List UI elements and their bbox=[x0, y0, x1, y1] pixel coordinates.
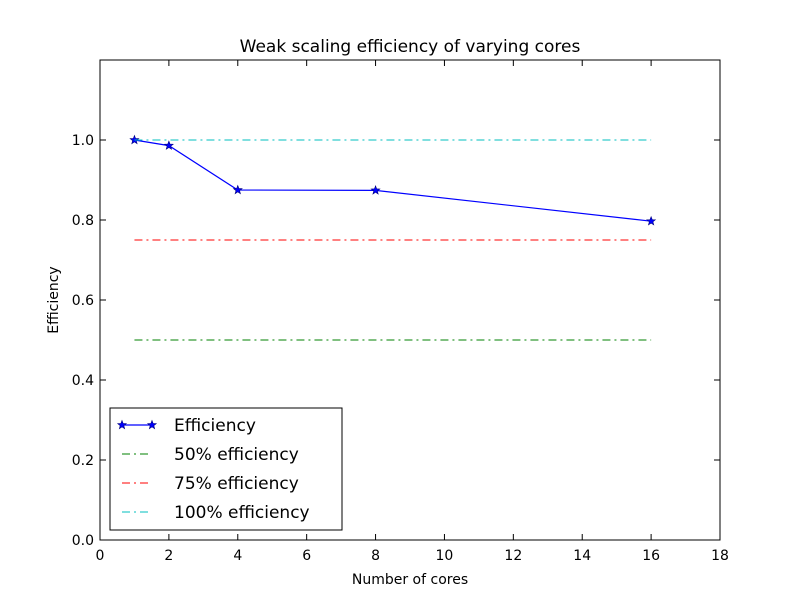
x-tick-label: 6 bbox=[302, 548, 311, 564]
data-point-marker bbox=[163, 140, 174, 150]
x-tick-label: 8 bbox=[371, 548, 380, 564]
plot-area bbox=[129, 134, 657, 341]
y-tick-label: 0.0 bbox=[72, 533, 94, 549]
x-tick-label: 0 bbox=[96, 548, 105, 564]
chart-title: Weak scaling efficiency of varying cores bbox=[240, 37, 581, 57]
x-tick-label: 4 bbox=[233, 548, 242, 564]
y-tick-label: 0.4 bbox=[72, 373, 94, 389]
x-tick-label: 18 bbox=[711, 548, 729, 564]
x-tick-label: 16 bbox=[642, 548, 660, 564]
series-line-0 bbox=[134, 139, 652, 222]
legend-marker bbox=[116, 419, 128, 430]
legend-label: 75% efficiency bbox=[174, 474, 299, 494]
x-tick-label: 14 bbox=[573, 548, 591, 564]
legend-box bbox=[109, 407, 343, 531]
x-tick-label: 12 bbox=[504, 548, 522, 564]
data-point-marker bbox=[646, 215, 657, 226]
legend-marker bbox=[146, 419, 158, 430]
y-tick-label: 0.2 bbox=[72, 453, 94, 469]
data-point-marker bbox=[232, 184, 243, 195]
legend-label: 50% efficiency bbox=[174, 445, 299, 465]
y-tick-label: 0.8 bbox=[72, 213, 94, 229]
y-tick-label: 1.0 bbox=[72, 133, 94, 149]
data-point-marker bbox=[370, 185, 381, 195]
y-tick-label: 0.6 bbox=[72, 293, 94, 309]
legend-label: Efficiency bbox=[174, 416, 256, 436]
legend-label: 100% efficiency bbox=[174, 503, 310, 523]
y-axis-label: Efficiency bbox=[46, 266, 62, 333]
x-axis-label: Number of cores bbox=[352, 572, 468, 588]
legend: Efficiency 50% efficiency 75% efficiency 10… bbox=[109, 407, 343, 531]
x-tick-label: 2 bbox=[164, 548, 173, 564]
x-tick-label: 10 bbox=[436, 548, 454, 564]
axis-ticks: 0 2 4 6 8 10 12 14 16 18 0.0 0.2 0.4 0.6 0.8 1.0 bbox=[72, 59, 729, 564]
